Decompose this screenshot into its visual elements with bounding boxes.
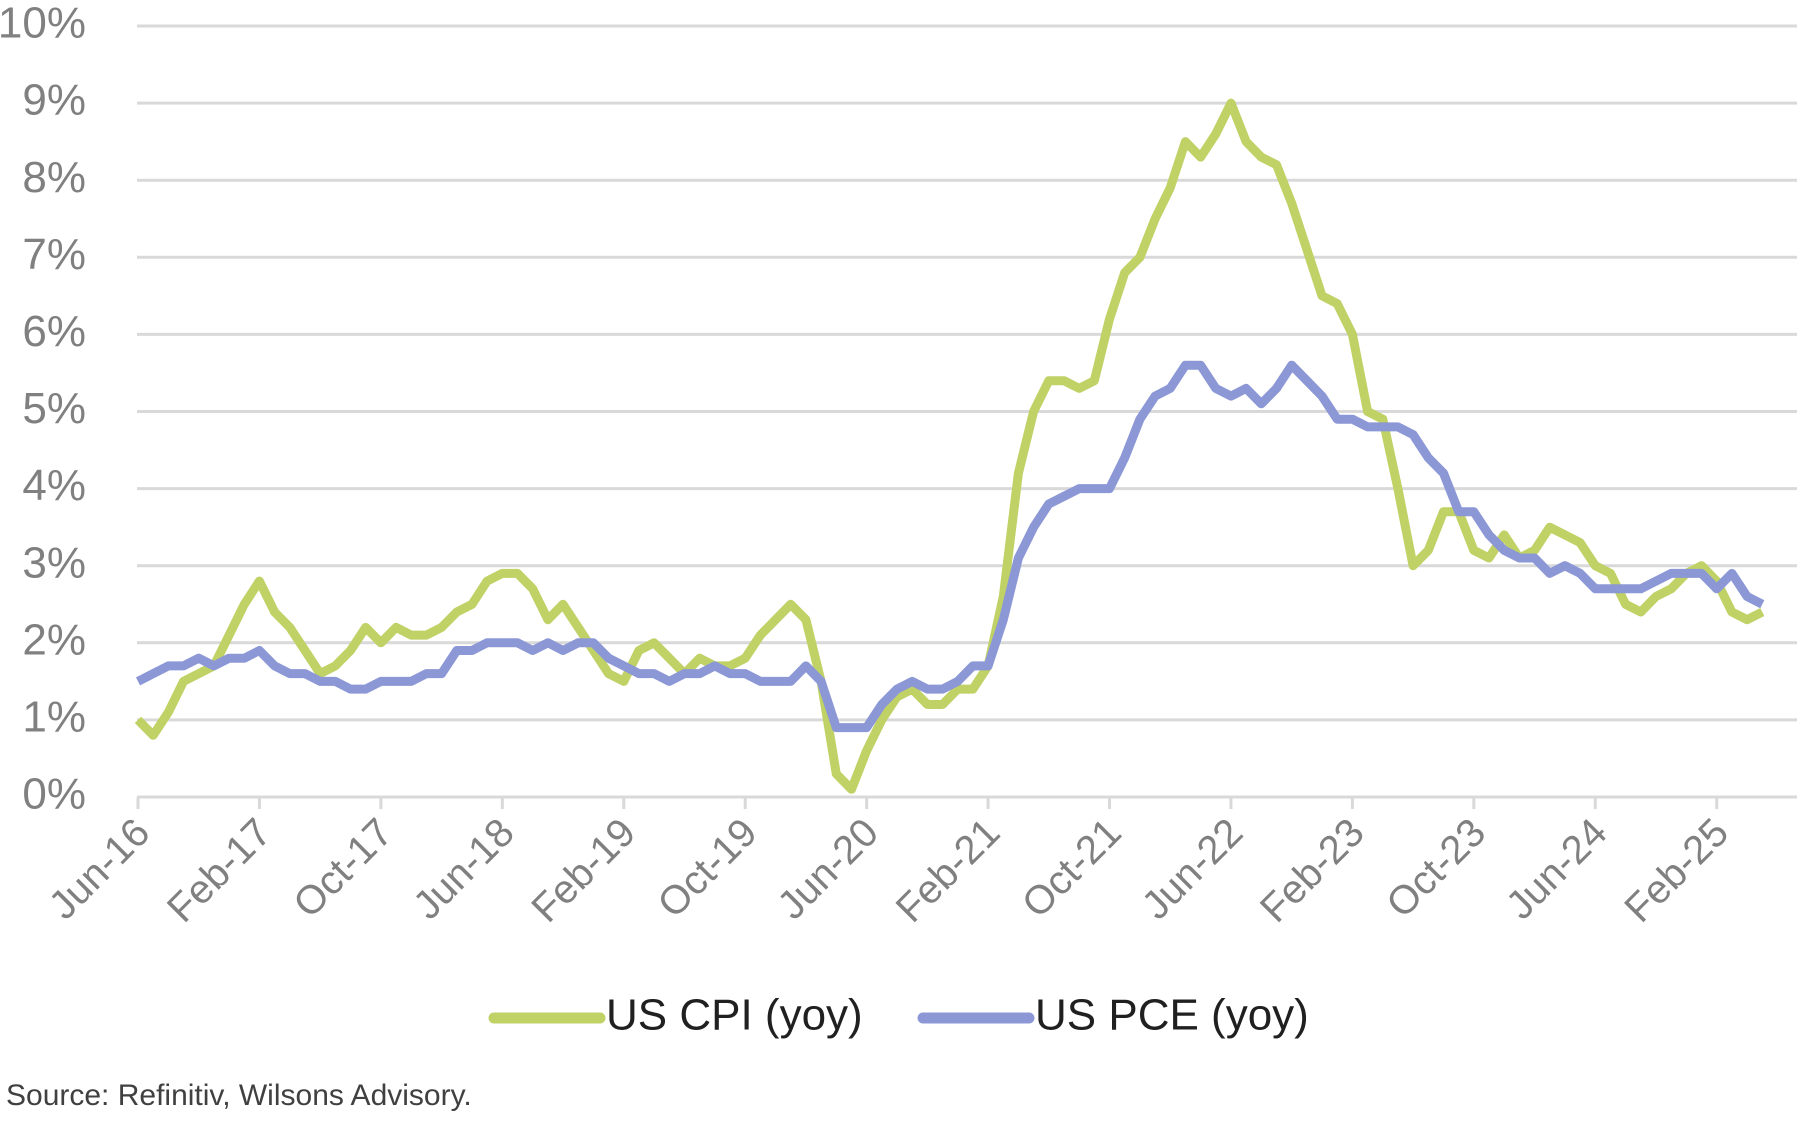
y-tick-label: 10% [0, 0, 86, 48]
y-tick-label: 0% [22, 770, 86, 819]
x-tick-label: Feb-17 [159, 810, 280, 931]
x-tick-label: Jun-18 [405, 810, 523, 928]
y-tick-label: 4% [22, 461, 86, 510]
y-tick-label: 5% [22, 384, 86, 433]
x-tick-label: Oct-19 [650, 810, 766, 926]
x-tick-label: Jun-20 [769, 810, 887, 928]
y-tick-label: 1% [22, 693, 86, 742]
series-line [135, 360, 1765, 733]
x-tick-label: Feb-21 [888, 810, 1009, 931]
x-tick-label: Oct-21 [1014, 810, 1130, 926]
y-tick-label: 2% [22, 615, 86, 664]
series-line [134, 98, 1765, 794]
legend-label: US CPI (yoy) [606, 991, 863, 1040]
x-tick-label: Oct-17 [285, 810, 401, 926]
y-tick-label: 6% [22, 307, 86, 356]
y-tick-label: 8% [22, 153, 86, 202]
x-tick-label: Feb-23 [1252, 810, 1373, 931]
y-tick-label: 3% [22, 538, 86, 587]
y-tick-label: 7% [22, 230, 86, 279]
x-tick-label: Jun-22 [1134, 810, 1252, 928]
x-tick-label: Jun-24 [1498, 810, 1616, 928]
x-tick-label: Feb-25 [1616, 810, 1737, 931]
source-note: Source: Refinitiv, Wilsons Advisory. [6, 1079, 472, 1112]
x-tick-label: Feb-19 [523, 810, 644, 931]
x-tick-label: Oct-23 [1378, 810, 1494, 926]
x-tick-label: Jun-16 [41, 810, 159, 928]
y-tick-label: 9% [22, 76, 86, 125]
legend-label: US PCE (yoy) [1035, 991, 1309, 1040]
